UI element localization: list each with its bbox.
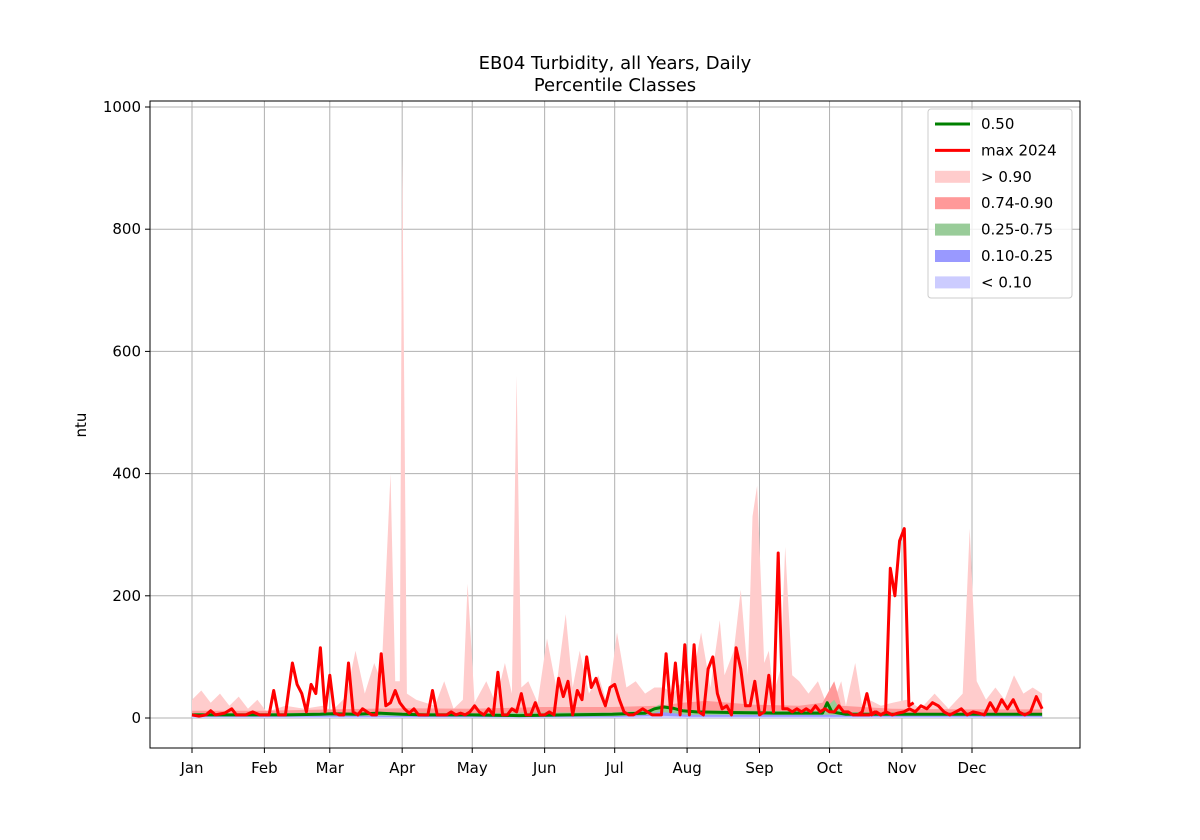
y-tick-label: 1000 xyxy=(103,98,141,116)
legend-0-74-0-90-swatch xyxy=(935,197,970,210)
legend-0-50-label: 0.50 xyxy=(981,115,1014,133)
ticks: 0 200 400 600 800 1000 Jan Feb Mar Apr May Jun Jul Au… xyxy=(103,98,987,777)
x-tick-label: Oct xyxy=(817,759,843,777)
x-tick-label: Apr xyxy=(389,759,416,777)
legend--0-90-swatch xyxy=(935,170,970,183)
legend-0-25-0-75-label: 0.25-0.75 xyxy=(981,221,1053,239)
y-tick-label: 0 xyxy=(131,709,141,727)
legend--0-10-swatch xyxy=(935,276,970,289)
x-tick-label: Nov xyxy=(887,759,916,777)
x-tick-label: Jul xyxy=(605,759,624,777)
legend-0-25-0-75-swatch xyxy=(935,223,970,236)
x-tick-label: Jun xyxy=(532,759,556,777)
legend-0-10-0-25-swatch xyxy=(935,250,970,262)
y-tick-label: 600 xyxy=(112,342,141,360)
y-tick-label: 200 xyxy=(112,587,141,605)
x-tick-label: Feb xyxy=(251,759,278,777)
legend-0-10-0-25-label: 0.10-0.25 xyxy=(981,247,1053,265)
area--0-10 xyxy=(192,715,1043,718)
legend-max-2024-label: max 2024 xyxy=(981,141,1057,159)
x-tick-label: Aug xyxy=(672,759,701,777)
legend: 0.50 max 2024 > 0.90 0.74-0.90 0.25-0.75 0.10… xyxy=(927,108,1073,299)
line-max-2024-late xyxy=(857,695,1044,717)
x-tick-label: Jan xyxy=(179,759,203,777)
y-tick-label: 400 xyxy=(112,465,141,483)
area--0-90 xyxy=(192,155,1043,718)
series-layer xyxy=(191,155,1044,718)
y-tick-label: 800 xyxy=(112,220,141,238)
x-tick-label: May xyxy=(457,759,488,777)
line-max-2024 xyxy=(191,527,915,718)
x-tick-label: Dec xyxy=(957,759,986,777)
x-tick-label: Mar xyxy=(316,759,345,777)
area-0-10-0-25 xyxy=(192,711,1043,718)
y-axis-label: ntu xyxy=(72,413,90,438)
x-tick-label: Sep xyxy=(745,759,773,777)
legend--0-90-label: > 0.90 xyxy=(981,168,1032,186)
chart-subtitle: Percentile Classes xyxy=(534,75,696,96)
legend-0-74-0-90-label: 0.74-0.90 xyxy=(981,194,1053,212)
legend--0-10-label: < 0.10 xyxy=(981,273,1032,291)
chart-title: EB04 Turbidity, all Years, Daily xyxy=(479,53,752,74)
